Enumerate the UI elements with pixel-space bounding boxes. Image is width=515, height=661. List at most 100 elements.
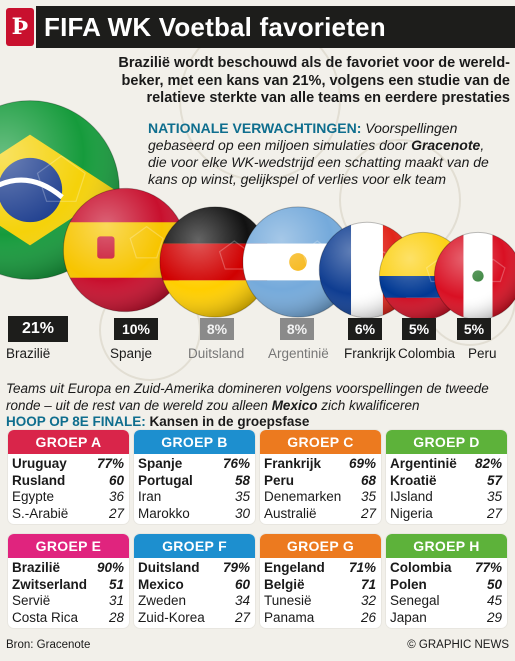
group-title: GROEP B [134, 430, 255, 454]
team-name: Kroatië [390, 472, 437, 488]
team-chance: 32 [360, 593, 376, 608]
logo-glyph: Ϸ [11, 14, 29, 40]
value-label-peru: 5% [457, 318, 491, 340]
team-chance: 57 [486, 472, 502, 488]
value-label-france: 6% [348, 318, 382, 340]
team-chance: 31 [108, 593, 124, 608]
group-row: Polen 50 [390, 577, 504, 593]
group-title: GROEP H [386, 534, 507, 558]
group-row: Japan 29 [390, 610, 504, 626]
value-label-brazil: 21% [8, 316, 68, 342]
team-name: S.-Arabië [12, 505, 69, 521]
team-name: Costa Rica [12, 609, 79, 625]
team-name: Engeland [264, 560, 325, 575]
group-row: Rusland 60 [12, 473, 126, 489]
category-label-spain: Spanje [110, 346, 153, 361]
group-row: Iran 35 [138, 489, 252, 505]
group-body: Engeland 71% België 71 Tunesië 32 Panama 26 [260, 558, 381, 628]
source-note: Bron: Gracenote [6, 639, 91, 651]
team-name: Uruguay [12, 456, 67, 471]
team-chance: 35 [486, 489, 502, 504]
group-row: Colombia 77% [390, 560, 504, 576]
group-row: Australië 27 [264, 506, 378, 522]
team-name: Iran [138, 489, 162, 504]
team-name: Marokko [138, 505, 190, 521]
header: Ϸ FIFA WK Voetbal favorieten [0, 6, 515, 48]
team-chance: 36 [108, 489, 124, 504]
team-chance: 79% [222, 560, 250, 575]
team-name: Argentinië [390, 456, 457, 471]
team-chance: 77% [96, 456, 124, 471]
team-name: Denemarken [264, 489, 342, 504]
team-chance: 60 [234, 576, 250, 592]
team-name: Zweden [138, 593, 187, 608]
group-table: GROEP A Uruguay 77% Rusland 60 Egypte 36 S.-Ara… [8, 430, 129, 524]
category-label-colombia: Colombia [398, 346, 456, 361]
category-label-argentina: Argentinië [268, 346, 329, 361]
group-row: Kroatië 57 [390, 473, 504, 489]
group-row: Uruguay 77% [12, 456, 126, 472]
category-label-france: Frankrijk [344, 346, 396, 361]
team-name: Polen [390, 576, 427, 592]
team-chance: 51 [108, 576, 124, 592]
group-body: Spanje 76% Portugal 58 Iran 35 Marokko 30 [134, 454, 255, 524]
team-name: Japan [390, 609, 427, 625]
team-chance: 27 [486, 505, 502, 521]
group-table: GROEP C Frankrijk 69% Peru 68 Denemarken 35 Aus… [260, 430, 381, 524]
group-row: Mexico 60 [138, 577, 252, 593]
team-name: Servië [12, 593, 51, 608]
group-table: GROEP B Spanje 76% Portugal 58 Iran 35 Marokko 3… [134, 430, 255, 524]
team-chance: 28 [108, 609, 124, 625]
group-row: Tunesië 32 [264, 593, 378, 609]
group-row: IJsland 35 [390, 489, 504, 505]
team-chance: 35 [234, 489, 250, 504]
group-row: Peru 68 [264, 473, 378, 489]
team-chance: 60 [108, 472, 124, 488]
group-title: GROEP A [8, 430, 129, 454]
team-chance: 27 [360, 505, 376, 521]
group-row: Zwitserland 51 [12, 577, 126, 593]
team-name: Rusland [12, 472, 66, 488]
team-name: Colombia [390, 560, 452, 575]
group-row: Panama 26 [264, 610, 378, 626]
page-title: FIFA WK Voetbal favorieten [44, 12, 386, 42]
group-body: Duitsland 79% Mexico 60 Zweden 34 Zuid-Korea 27 [134, 558, 255, 628]
team-name: Duitsland [138, 560, 200, 575]
team-chance: 50 [486, 576, 502, 592]
team-chance: 82% [474, 456, 502, 471]
team-chance: 27 [108, 505, 124, 521]
group-row: S.-Arabië 27 [12, 506, 126, 522]
group-row: Denemarken 35 [264, 489, 378, 505]
mid-text-2: zich kwalificeren [321, 398, 420, 413]
credit: © GRAPHIC NEWS [407, 639, 509, 651]
group-row: Costa Rica 28 [12, 610, 126, 626]
group-table: GROEP E Brazilië 90% Zwitserland 51 Servië 31 C… [8, 534, 129, 628]
group-row: Brazilië 90% [12, 560, 126, 576]
team-chance: 27 [234, 609, 250, 625]
group-row: Senegal 45 [390, 593, 504, 609]
team-name: Nigeria [390, 505, 433, 521]
team-name: Mexico [138, 576, 184, 592]
group-row: Engeland 71% [264, 560, 378, 576]
group-row: Zuid-Korea 27 [138, 610, 252, 626]
team-chance: 71% [348, 560, 376, 575]
category-label-brazil: Brazilië [6, 346, 51, 361]
national-label: NATIONALE VERWACHTINGEN: [148, 120, 362, 136]
national-source: Gracenote [411, 137, 481, 153]
group-row: Marokko 30 [138, 506, 252, 522]
mid-text-1: Teams uit Europa en Zuid-Amerika dominer… [6, 381, 489, 413]
group-body: Argentinië 82% Kroatië 57 IJsland 35 Nigeria 27 [386, 454, 507, 524]
national-text-2: , die voor elke WK-wedstrijd een schatti… [148, 137, 489, 187]
group-row: Spanje 76% [138, 456, 252, 472]
group-row: Servië 31 [12, 593, 126, 609]
team-name: Senegal [390, 593, 440, 608]
value-label-spain: 10% [114, 318, 158, 340]
team-name: Panama [264, 609, 315, 625]
team-chance: 26 [360, 609, 376, 625]
group-table: GROEP G Engeland 71% België 71 Tunesië 32 Panam… [260, 534, 381, 628]
national-expectations: NATIONALE VERWACHTINGEN: Voorspellingen … [148, 120, 498, 188]
groups-subheading: HOOP OP 8E FINALE: Kansen in de groepsfa… [6, 414, 309, 429]
team-name: Egypte [12, 489, 55, 504]
value-label-colombia: 5% [402, 318, 436, 340]
group-table: GROEP D Argentinië 82% Kroatië 57 IJsland 35 Ni… [386, 430, 507, 524]
